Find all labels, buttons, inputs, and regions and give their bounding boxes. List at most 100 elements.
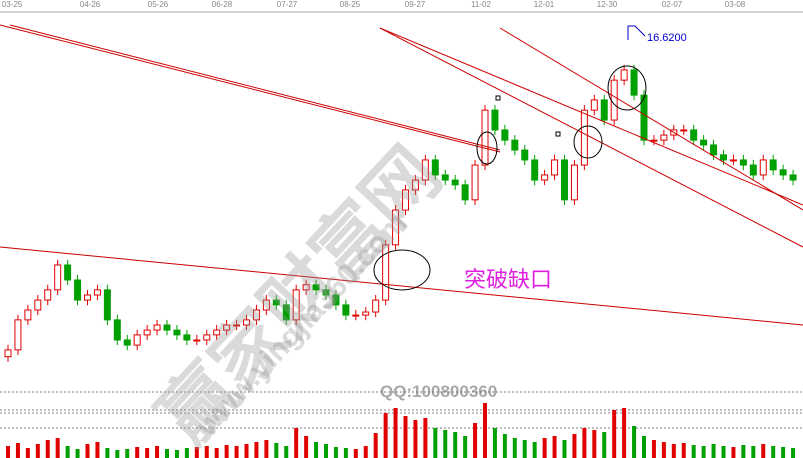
candle-body bbox=[402, 189, 409, 211]
volume-bar bbox=[85, 444, 90, 458]
candle-body bbox=[262, 299, 270, 311]
candle-body bbox=[163, 324, 171, 331]
volume-bar bbox=[125, 449, 130, 458]
volume-bar bbox=[363, 446, 368, 458]
candle-body bbox=[133, 334, 141, 346]
volume-bar bbox=[15, 443, 20, 458]
candle-body bbox=[521, 149, 529, 161]
candle-body bbox=[24, 309, 32, 321]
candle-body bbox=[710, 144, 718, 156]
volume-bar bbox=[562, 440, 567, 458]
trend-line bbox=[499, 27, 803, 211]
candle-body bbox=[481, 109, 489, 166]
candle-body bbox=[739, 159, 747, 166]
candle-body bbox=[600, 99, 608, 121]
date-tick: 04-26 bbox=[79, 0, 101, 9]
volume-bar bbox=[483, 403, 487, 458]
volume-bar bbox=[284, 446, 289, 458]
volume-bar bbox=[95, 442, 100, 458]
volume-bar bbox=[55, 438, 60, 458]
candle-body bbox=[650, 139, 658, 142]
candle-body bbox=[570, 164, 578, 201]
candle-body bbox=[541, 174, 549, 181]
volume-bar bbox=[115, 450, 120, 458]
volume-bar bbox=[572, 434, 577, 458]
volume-bar bbox=[453, 432, 458, 458]
volume-bar bbox=[721, 446, 726, 458]
candle-body bbox=[382, 244, 390, 301]
volume-bar bbox=[532, 442, 537, 458]
volume-bar bbox=[592, 430, 597, 458]
candle-body bbox=[561, 159, 568, 201]
date-tick: 03-08 bbox=[724, 0, 746, 9]
candle-body bbox=[551, 159, 559, 176]
volume-bar bbox=[304, 436, 309, 458]
volume-bar bbox=[741, 445, 746, 458]
candle-body bbox=[332, 294, 340, 306]
circle-annotation bbox=[476, 131, 498, 165]
gap-annotation: 突破缺口 bbox=[464, 267, 553, 292]
candle-body bbox=[392, 209, 400, 246]
candle-body bbox=[292, 289, 300, 321]
candle-body bbox=[769, 159, 777, 171]
candle-body bbox=[342, 304, 350, 316]
candle-body bbox=[322, 289, 330, 296]
candle-body bbox=[54, 264, 62, 291]
candle-body bbox=[213, 329, 221, 336]
volume-bar bbox=[294, 428, 299, 458]
volume-bar bbox=[383, 413, 388, 458]
date-tick: 07-27 bbox=[276, 0, 298, 9]
candle-body bbox=[103, 289, 111, 321]
candle-body bbox=[620, 69, 628, 81]
volume-bar bbox=[274, 443, 279, 458]
candle-body bbox=[580, 109, 588, 166]
candle-body bbox=[441, 174, 449, 181]
volume-bar bbox=[234, 446, 239, 458]
candle-body bbox=[362, 311, 370, 316]
candle-body bbox=[640, 94, 648, 141]
candle-body bbox=[660, 134, 668, 141]
candle-body bbox=[729, 159, 737, 162]
candle-body bbox=[153, 324, 161, 331]
volume-bar bbox=[433, 428, 438, 458]
candle-body bbox=[14, 319, 22, 351]
volume-bar bbox=[791, 448, 796, 458]
candle-body bbox=[630, 69, 638, 96]
volume-bar bbox=[751, 446, 756, 458]
volume-bar bbox=[343, 448, 348, 458]
volume-bar bbox=[333, 447, 338, 458]
candle-body bbox=[372, 299, 380, 313]
candle-body bbox=[233, 324, 241, 327]
volume-bar bbox=[25, 448, 30, 458]
candle-body bbox=[690, 129, 698, 141]
marker bbox=[555, 131, 561, 137]
volume-bar bbox=[781, 447, 786, 458]
candle-body bbox=[720, 154, 727, 161]
volume-bar bbox=[174, 450, 179, 458]
volume-bar bbox=[711, 444, 716, 458]
trend-line bbox=[379, 27, 803, 248]
candle-body bbox=[173, 329, 181, 336]
candle-body bbox=[272, 299, 280, 306]
trend-line bbox=[0, 24, 501, 153]
volume-bar bbox=[552, 436, 557, 458]
volume-bar bbox=[155, 446, 160, 458]
candle-body bbox=[531, 159, 539, 181]
high-price-label: 16.6200 bbox=[647, 32, 687, 44]
candle-body bbox=[759, 159, 767, 176]
volume-bar bbox=[691, 445, 696, 458]
date-tick: 08-25 bbox=[339, 0, 361, 9]
candle-body bbox=[511, 139, 519, 151]
volume-bar bbox=[65, 446, 70, 458]
trend-line bbox=[9, 24, 501, 151]
candle-body bbox=[491, 109, 499, 131]
date-tick: 05-26 bbox=[147, 0, 169, 9]
volume-bar bbox=[254, 442, 259, 458]
volume-bar bbox=[473, 423, 478, 458]
candle-body bbox=[590, 99, 598, 111]
candle-body bbox=[282, 304, 290, 321]
volume-bar bbox=[661, 442, 666, 458]
candle-body bbox=[610, 79, 618, 121]
volume-bar bbox=[353, 449, 358, 458]
